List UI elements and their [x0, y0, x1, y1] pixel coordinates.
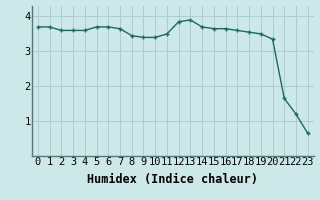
X-axis label: Humidex (Indice chaleur): Humidex (Indice chaleur) [87, 173, 258, 186]
